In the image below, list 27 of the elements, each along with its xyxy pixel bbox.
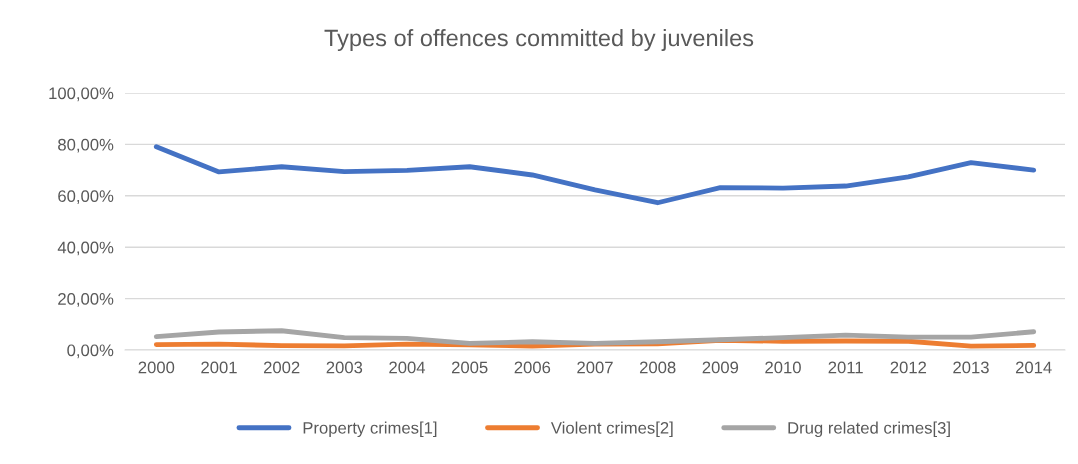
x-tick-label: 2003 bbox=[326, 361, 363, 374]
x-tick-label: 2005 bbox=[451, 361, 488, 374]
x-tick-label: 2000 bbox=[138, 361, 175, 374]
y-tick-label: 80,00% bbox=[58, 138, 114, 153]
x-tick-label: 2011 bbox=[828, 361, 863, 374]
line-series bbox=[153, 328, 1037, 346]
y-tick-label: 40,00% bbox=[57, 241, 114, 256]
y-tick-label: 20,00% bbox=[58, 293, 114, 307]
legend-label: Drug related crimes[3] bbox=[788, 421, 950, 438]
x-tick-label: 2013 bbox=[953, 361, 989, 374]
legend-label: Violent crimes[2] bbox=[550, 421, 673, 438]
x-tick-label: 2010 bbox=[765, 361, 801, 374]
y-tick-label: 60,00% bbox=[58, 190, 114, 204]
y-tick-label: 0,00% bbox=[67, 344, 114, 359]
x-tick-label: 2001 bbox=[201, 361, 237, 374]
x-tick-label: 2009 bbox=[702, 361, 739, 374]
x-tick-label: 2012 bbox=[890, 361, 927, 374]
x-tick-label: 2002 bbox=[263, 361, 300, 374]
x-tick-label: 2006 bbox=[514, 361, 551, 374]
x-tick-label: 2007 bbox=[577, 361, 613, 374]
x-tick-label: 2014 bbox=[1015, 361, 1052, 374]
chart-title: Types of offences committed by juveniles bbox=[324, 29, 754, 51]
y-tick-label: 100,00% bbox=[49, 87, 114, 102]
x-tick-label: 2004 bbox=[389, 361, 426, 374]
line-series bbox=[153, 144, 1037, 206]
legend-label: Property crimes[1] bbox=[303, 421, 437, 438]
x-tick-label: 2008 bbox=[639, 361, 676, 374]
